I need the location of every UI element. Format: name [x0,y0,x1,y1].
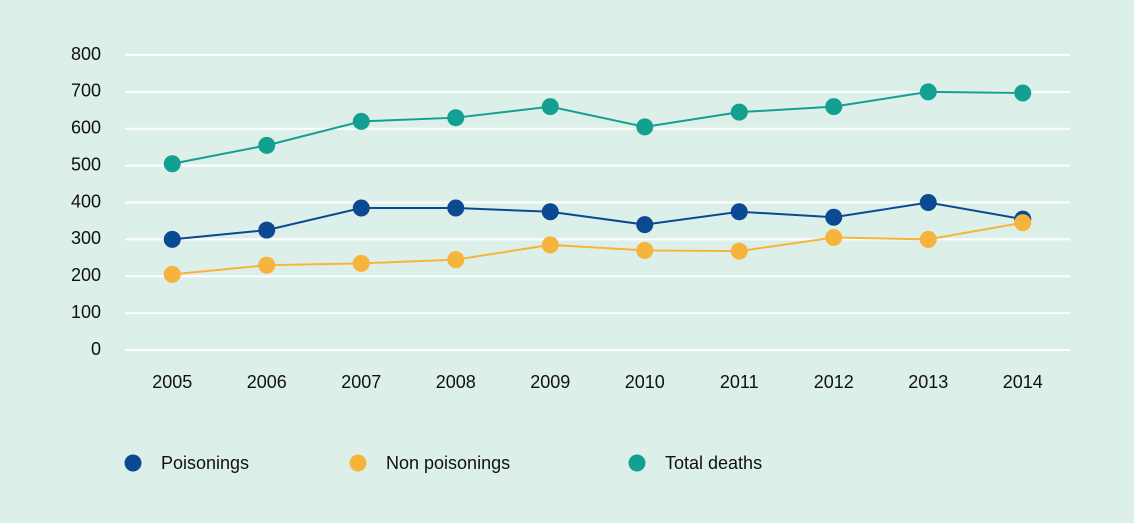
data-point [541,203,559,221]
y-tick-label: 200 [71,265,101,285]
data-point [258,221,276,239]
data-point [258,136,276,154]
y-tick-label: 300 [71,228,101,248]
data-point [730,242,748,260]
data-point [447,251,465,269]
data-point [730,103,748,121]
legend-swatch [349,454,367,472]
y-tick-label: 500 [71,154,101,174]
data-point [919,230,937,248]
data-point [447,199,465,217]
x-tick-label: 2005 [152,372,192,392]
y-tick-label: 800 [71,44,101,64]
x-tick-label: 2009 [530,372,570,392]
data-point [1014,84,1032,102]
data-point [163,265,181,283]
y-tick-label: 600 [71,118,101,138]
y-tick-label: 100 [71,302,101,322]
x-tick-label: 2010 [625,372,665,392]
series-line [172,90,1023,165]
y-tick-label: 700 [71,81,101,101]
data-point [541,98,559,116]
x-tick-label: 2012 [814,372,854,392]
data-point [258,256,276,274]
x-tick-label: 2014 [1003,372,1043,392]
data-point [636,241,654,259]
data-point [636,118,654,136]
data-point [919,83,937,101]
y-tick-label: 0 [91,339,101,359]
data-point [541,236,559,254]
data-point [163,155,181,173]
x-tick-label: 2006 [247,372,287,392]
data-point [352,199,370,217]
legend-swatch [628,454,646,472]
data-point [447,109,465,127]
legend-label: Total deaths [665,453,762,473]
data-point [352,112,370,130]
series-line [172,201,1023,241]
data-point [825,229,843,247]
data-point [636,216,654,234]
data-point [825,208,843,226]
data-point [730,203,748,221]
x-tick-label: 2013 [908,372,948,392]
legend-label: Poisonings [161,453,249,473]
series-line [172,221,1023,276]
data-point [163,230,181,248]
legend-swatch [124,454,142,472]
x-tick-label: 2008 [436,372,476,392]
x-tick-label: 2011 [720,372,759,392]
y-tick-label: 400 [71,191,101,211]
x-tick-label: 2007 [341,372,381,392]
legend-label: Non poisonings [386,453,510,473]
data-point [825,98,843,116]
data-point [352,254,370,272]
data-point [919,194,937,211]
data-point [1014,214,1032,232]
